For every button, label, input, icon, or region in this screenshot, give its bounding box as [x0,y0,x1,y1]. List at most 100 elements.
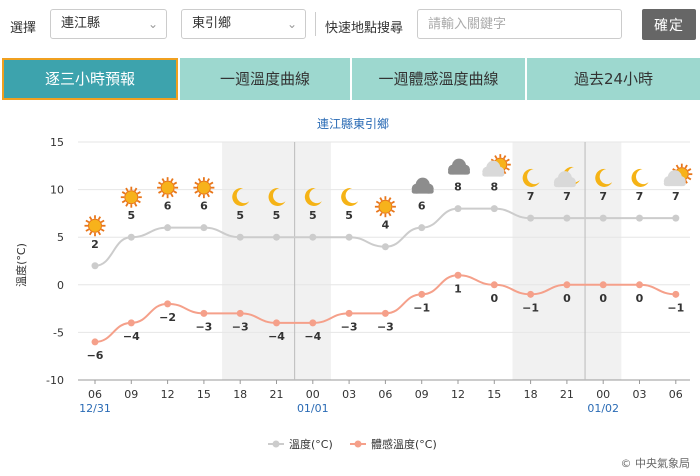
sun-ray [206,178,210,183]
sun-ray [503,155,507,160]
sun-icon [157,177,179,199]
sun-ray [173,190,178,194]
legend-item-feel[interactable]: 體感溫度(°C) [350,437,437,451]
temp-point[interactable] [527,214,535,222]
tab-three-hour[interactable]: 逐三小時預報 [2,58,178,100]
feel-point[interactable] [127,319,135,327]
chevron-down-icon: ⌄ [286,17,297,31]
x-tick-label: 06 [669,388,683,401]
tab-week-temp[interactable]: 一週溫度曲線 [180,58,350,100]
x-tick-label: 09 [415,388,429,401]
y-tick-label: 0 [57,279,64,292]
temp-point[interactable] [672,214,680,222]
temp-data-label: 5 [127,209,135,222]
sun-ray [88,216,93,221]
temp-data-label: 5 [345,209,353,222]
temp-point[interactable] [599,214,607,222]
sun-disc [88,218,102,233]
moon-shape [268,187,286,206]
feel-point[interactable] [563,281,571,289]
sun-ray [125,187,129,192]
temp-point[interactable] [200,224,208,232]
temp-point[interactable] [636,214,643,222]
chevron-down-icon: ⌄ [147,17,158,31]
sun-ray [194,181,199,185]
feel-data-label: −3 [341,320,358,333]
moon-shape [341,187,359,206]
night-band [222,142,331,380]
sun-ray [158,190,162,194]
feel-point[interactable] [345,309,353,317]
search-input[interactable] [417,9,622,39]
sun-ray [125,202,129,207]
feel-point[interactable] [454,271,462,279]
sun-ray [85,228,90,232]
feel-data-label: −3 [377,320,394,333]
county-select[interactable]: 連江縣 ⌄ [50,9,167,39]
sun-ray [675,164,680,169]
feel-point[interactable] [672,290,680,298]
feel-point[interactable] [599,281,607,289]
sun-ray [379,212,383,217]
copyright: © 中央氣象局 [620,457,691,470]
feel-point[interactable] [636,281,643,289]
moon-icon [631,168,649,187]
feel-point[interactable] [309,319,317,327]
confirm-button[interactable]: 確定 [642,9,696,40]
temp-point[interactable] [164,224,172,232]
temp-data-label: 7 [527,190,535,203]
cloud-base [482,171,505,177]
sun-ray [161,193,165,198]
sun-ray [161,178,165,183]
feel-data-label: 1 [454,282,462,295]
temp-point[interactable] [127,233,135,241]
sun-ray [505,167,510,171]
sun-icon [374,196,396,218]
moon-shape [304,187,322,206]
temp-data-label: 5 [273,209,281,222]
sun-disc [160,180,175,195]
sun-ray [687,176,692,181]
feel-point[interactable] [164,300,172,308]
feel-point[interactable] [236,309,244,317]
feel-point[interactable] [527,290,535,298]
feel-point[interactable] [490,281,498,289]
sun-icon [193,177,215,199]
legend-item-temp[interactable]: 溫度(°C) [268,437,333,451]
temp-data-label: 7 [563,190,571,203]
feel-point[interactable] [418,290,426,298]
temp-point[interactable] [91,262,99,270]
partly-cloudy-icon [663,163,693,187]
feel-point[interactable] [381,309,389,317]
feel-point[interactable] [91,338,99,346]
feel-point[interactable] [200,309,208,317]
moon-shape [232,187,250,206]
y-tick-label: 15 [50,136,64,149]
tab-past-24h[interactable]: 過去24小時 [527,58,700,100]
sun-ray [136,199,141,204]
temp-point[interactable] [236,233,244,241]
temp-point[interactable] [381,243,389,251]
sun-ray [197,178,202,183]
moon-cloud-icon [553,166,580,188]
feel-point[interactable] [273,319,280,327]
temp-point[interactable] [309,233,317,241]
temp-point[interactable] [273,233,280,241]
temp-point[interactable] [490,205,498,213]
x-tick-label: 21 [270,388,284,401]
temp-data-label: 7 [636,190,644,203]
moon-shape [595,168,613,187]
tab-week-feel[interactable]: 一週體感溫度曲線 [352,58,525,100]
temp-point[interactable] [345,233,353,241]
feel-data-label: −4 [123,330,140,343]
sun-ray [494,155,498,160]
temp-point[interactable] [418,224,426,232]
town-select[interactable]: 東引鄉 ⌄ [181,9,306,39]
temp-point[interactable] [563,214,571,222]
date-label: 01/01 [297,402,329,415]
sun-ray [134,187,138,192]
sun-ray [85,219,90,224]
cloud-base [663,181,686,187]
partly-cloudy-icon [482,154,511,177]
temp-point[interactable] [454,205,462,213]
